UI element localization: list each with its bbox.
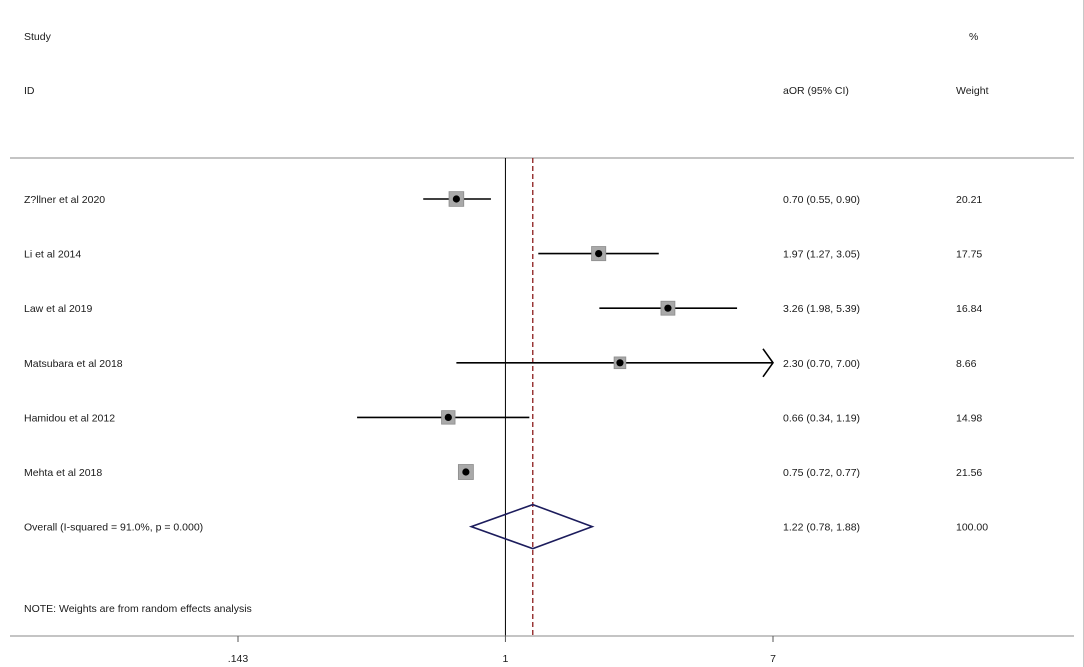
study-label: Matsubara et al 2018 — [24, 358, 123, 370]
point-estimate — [616, 359, 624, 367]
ci-text: 0.75 (0.72, 0.77) — [783, 467, 860, 479]
overall-diamond — [468, 503, 595, 550]
ci-text: 3.26 (1.98, 5.39) — [783, 303, 860, 315]
weight-text: 21.56 — [956, 467, 982, 479]
ci-arrow — [762, 348, 774, 378]
study-row: Hamidou et al 2012 0.66 (0.34, 1.19) 14.98 — [24, 410, 982, 425]
overall-label: Overall (I-squared = 91.0%, p = 0.000) — [24, 522, 203, 534]
point-estimate — [452, 195, 460, 203]
study-label: Mehta et al 2018 — [24, 467, 102, 479]
weight-text: 8.66 — [956, 358, 977, 370]
point-estimate — [595, 250, 603, 258]
point-estimate — [462, 468, 470, 476]
x-tick-label: 1 — [503, 653, 509, 665]
study-row: Mehta et al 2018 0.75 (0.72, 0.77) 21.56 — [24, 464, 982, 480]
header-id: ID — [24, 85, 35, 97]
study-row: Matsubara et al 2018 2.30 (0.70, 7.00) 8.6… — [24, 348, 977, 378]
ci-text: 0.70 (0.55, 0.90) — [783, 194, 860, 206]
weight-text: 20.21 — [956, 194, 982, 206]
note-text: NOTE: Weights are from random effects an… — [24, 603, 252, 615]
point-estimate — [664, 304, 672, 312]
header-effect: aOR (95% CI) — [783, 85, 849, 97]
header-study: Study — [24, 31, 52, 43]
weight-text: 16.84 — [956, 303, 982, 315]
study-label: Li et al 2014 — [24, 249, 81, 261]
point-estimate — [444, 413, 452, 421]
study-rows: Z?llner et al 2020 0.70 (0.55, 0.90) 20.21… — [24, 158, 982, 636]
study-row: Li et al 2014 1.97 (1.27, 3.05) 17.75 — [24, 246, 982, 262]
study-row: Law et al 2019 3.26 (1.98, 5.39) 16.84 — [24, 300, 982, 316]
study-row: Z?llner et al 2020 0.70 (0.55, 0.90) 20.21 — [24, 191, 982, 207]
weight-text: 17.75 — [956, 249, 982, 261]
ci-text: 2.30 (0.70, 7.00) — [783, 358, 860, 370]
ci-text: 1.97 (1.27, 3.05) — [783, 249, 860, 261]
study-label: Z?llner et al 2020 — [24, 194, 105, 206]
x-tick-label: 7 — [770, 653, 776, 665]
x-axis: .143 1 7 — [10, 635, 1074, 665]
overall-ci-text: 1.22 (0.78, 1.88) — [783, 522, 860, 534]
x-tick-label: .143 — [228, 653, 249, 665]
overall-weight-text: 100.00 — [956, 522, 988, 534]
ci-text: 0.66 (0.34, 1.19) — [783, 412, 860, 424]
study-label: Hamidou et al 2012 — [24, 412, 115, 424]
study-label: Law et al 2019 — [24, 303, 92, 315]
header-weight: Weight — [956, 85, 989, 97]
header-weight-percent: % — [969, 31, 978, 43]
overall-group: Overall (I-squared = 91.0%, p = 0.000) 1.… — [24, 503, 988, 550]
weight-text: 14.98 — [956, 412, 982, 424]
